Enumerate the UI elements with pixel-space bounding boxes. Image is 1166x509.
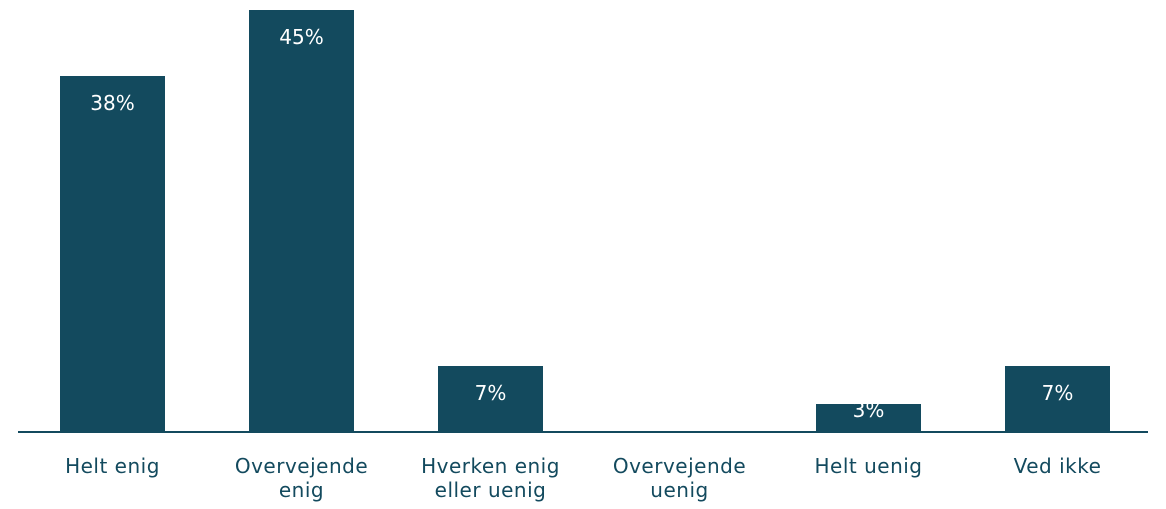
bar	[438, 366, 543, 432]
value-label: 38%	[90, 90, 135, 115]
x-tick-label: Helt uenig	[814, 454, 923, 478]
axis	[18, 431, 1148, 433]
bar	[816, 403, 921, 432]
x-tick-label: Overvejende enig	[234, 454, 369, 502]
value-label: 45%	[279, 25, 324, 49]
x-tick-label: Ved ikke	[1013, 454, 1102, 478]
value-label: 7%	[1041, 381, 1074, 406]
value-label: 3%	[852, 398, 885, 422]
bar	[60, 75, 165, 432]
value-label: 0%	[663, 398, 696, 422]
x-tick-label: Hverken enig eller uenig	[421, 454, 560, 502]
bar	[1005, 366, 1110, 432]
value-label: 7%	[474, 381, 507, 406]
x-tick-label: Helt enig	[65, 454, 160, 478]
bar	[249, 10, 354, 432]
x-tick-label: Overvejende uenig	[612, 454, 747, 502]
